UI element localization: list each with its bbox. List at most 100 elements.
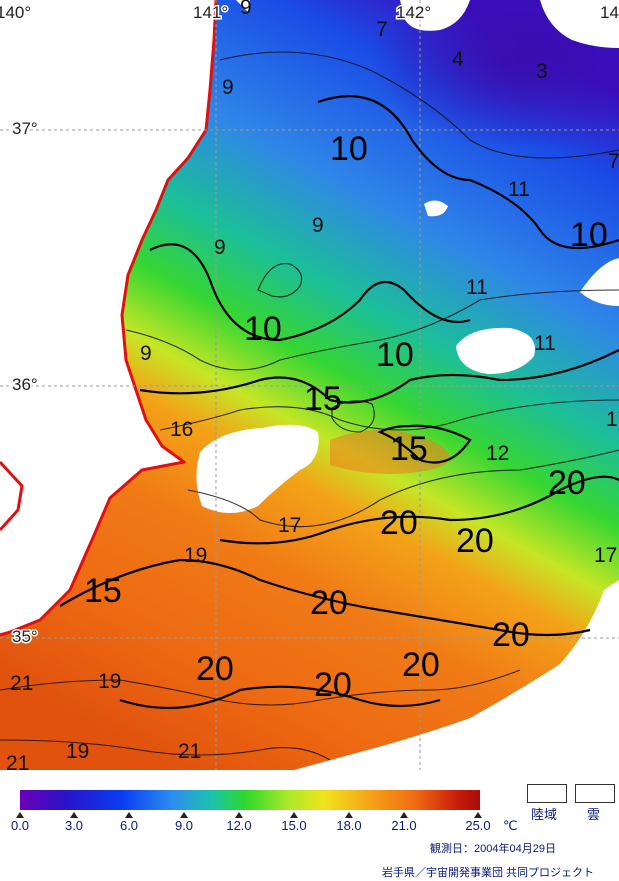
cloud-patch [196,424,319,513]
cloud-key-swatch [575,784,615,803]
isotherm-label: 7 [608,150,619,173]
isotherm-label: 9 [312,214,324,237]
isotherm-label: 3 [536,60,548,83]
isotherm-label-major: 20 [310,584,348,622]
scale-tick-label: 15.0 [281,818,307,833]
scale-tick-mark [235,812,243,818]
credit-line: 岩手県／宇宙開発事業団 共同プロジェクト [382,867,595,879]
scale-tick-label: 25.0 [465,818,491,833]
cloud-patch [400,0,470,31]
isotherm-label-major: 20 [548,464,586,502]
isotherm-contour [119,685,441,710]
isotherm-label-major: 20 [402,646,440,684]
isotherm-label-major: 20 [456,522,494,560]
isotherm-label: 12 [486,442,509,465]
isotherm-label-major: 20 [492,616,530,654]
isotherm-label-major: 15 [390,430,428,468]
scale-tick-mark [400,812,408,818]
isotherm-contour [0,669,521,706]
isotherm-label-major: 10 [376,336,414,374]
observation-date: 観測日：2004年04月29日 [430,843,556,855]
scale-tick-label: 6.0 [119,818,139,833]
isotherm-contour [257,262,303,298]
scale-tick-label: 9.0 [174,818,194,833]
isotherm-label: 9 [140,342,152,365]
isotherm-label: 17 [606,408,619,431]
isotherm-label-major: 20 [196,650,234,688]
scale-tick-label: 3.0 [64,818,84,833]
isotherm-contour [149,243,471,342]
scale-tick-mark [16,812,24,818]
longitude-label: 141° [193,3,228,22]
cloud-key-label: 雲 [587,807,601,822]
temperature-color-scale [20,790,480,810]
cloud-patch [580,258,619,306]
longitude-label: 140° [0,3,31,22]
isotherm-label: 17 [594,544,617,567]
scale-tick-label: 12.0 [226,818,252,833]
land-key-label: 陸域 [531,807,558,822]
honshu-land [0,0,216,635]
isotherm-label: 21 [10,672,33,695]
boso-coastline [0,460,24,532]
cloud-patch [294,580,619,770]
legend: 0.0 3.0 6.0 9.0 12.0 15.0 18.0 21.0 25.0 ℃ 陸域 雲 … [0,770,619,881]
isotherm-contour [187,449,619,528]
latitude-label: 36° [12,375,38,394]
isotherm-label: 19 [66,740,89,763]
scale-tick-label: 18.0 [336,818,362,833]
latitude-label: 35° [12,627,38,646]
isotherm-label: 7 [376,18,388,41]
isotherm-contour [139,349,619,404]
boso-land [0,462,22,530]
isotherm-contour [125,289,619,371]
cloud-patch [540,0,619,48]
isotherm-label: 11 [508,178,530,201]
isotherm-label: 21 [178,740,201,763]
scale-tick-label: 21.0 [391,818,417,833]
isotherm-label-major: 10 [330,130,368,168]
isotherm-contour [219,51,619,159]
isotherm-contour [159,399,619,431]
scale-tick-mark [345,812,353,818]
isotherm-label-major: 15 [84,572,122,610]
cloud-patch [456,327,535,374]
isotherm-contour [331,400,375,433]
scale-tick-mark [474,812,482,818]
isotherm-label: 19 [184,544,207,567]
scale-tick-label: 0.0 [10,818,30,833]
scale-tick-mark [180,812,188,818]
scale-tick-mark [125,812,133,818]
cloud-patch [424,200,448,217]
isotherm-label: 16 [170,418,193,441]
sea-surface-temperature-map: 140° 141° 142° 143° 37° 36° 35° 9 9 7 4 3 7 9 11 9 9 11 11… [0,0,619,770]
isotherm-label: 17 [278,514,301,537]
coastline [0,0,218,637]
isotherm-label: 9 [214,236,226,259]
isotherm-contour [0,739,331,761]
cold-water-mass [370,0,619,150]
isotherm-label: 9 [222,76,234,99]
isotherm-label-major: 10 [244,310,282,348]
isotherm-label-major: 15 [304,380,342,418]
unit-label: ℃ [503,818,518,833]
isotherm-label: 19 [98,670,121,693]
longitude-label: 142° [396,3,431,22]
isotherm-contour [219,475,619,545]
isotherm-label: 9 [240,0,252,19]
isotherm-label: 21 [6,752,29,770]
isotherm-label-major: 20 [380,504,418,542]
scale-tick-mark [70,812,78,818]
isotherm-label-major: 20 [314,666,352,704]
kinkasan-land [236,0,250,12]
land-key-swatch [527,784,567,803]
longitude-label: 143° [600,3,619,22]
isotherm-contour [377,424,472,464]
isotherm-contour [59,558,591,637]
isotherm-label: 11 [466,276,488,299]
isotherm-label-major: 10 [570,216,608,254]
isotherm-label: 4 [452,48,464,71]
isotherm-contour [317,95,619,250]
scale-tick-mark [290,812,298,818]
latitude-label: 37° [12,119,38,138]
